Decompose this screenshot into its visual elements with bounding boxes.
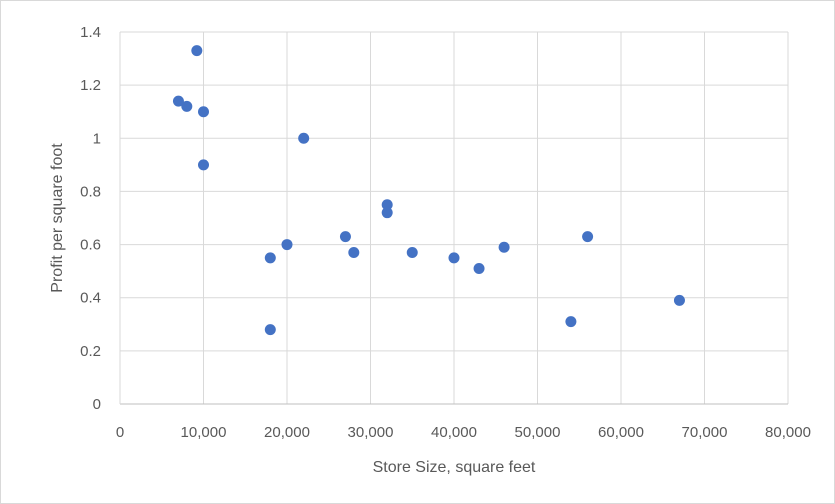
x-tick-label: 60,000 [598,424,644,441]
x-tick-label: 20,000 [264,424,310,441]
y-tick-label: 1.4 [80,24,101,41]
data-point [448,252,460,264]
data-points [172,45,685,336]
x-tick-label: 40,000 [431,424,477,441]
data-point [281,239,293,251]
x-axis-title: Store Size, square feet [373,459,536,476]
data-point [264,252,276,264]
data-point [298,132,310,144]
y-tick-label: 1.2 [80,77,101,94]
data-point [264,324,276,336]
gridlines [120,31,789,404]
x-tick-label: 70,000 [682,424,728,441]
data-point [181,100,193,112]
data-point [473,262,485,274]
y-tick-label: 0 [93,396,101,413]
data-point [565,316,577,328]
data-point [172,95,184,107]
data-point [348,247,360,259]
data-point [381,199,393,211]
y-axis-title: Profit per square foot [49,143,66,293]
y-tick-label: 0.6 [80,237,101,254]
data-point [198,159,209,171]
y-tick-label: 0.8 [80,183,101,200]
data-point [198,106,209,118]
y-tick-label: 0.4 [80,290,101,307]
data-point [339,231,351,243]
data-point [381,207,393,219]
x-tick-label: 30,000 [348,424,394,441]
data-point [498,241,510,253]
data-point [191,45,203,57]
data-point [582,231,594,243]
y-tick-label: 0.2 [80,343,101,360]
y-tick-label: 1 [93,130,101,147]
x-tick-label: 10,000 [181,424,227,441]
x-tick-label: 50,000 [515,424,561,441]
data-point [673,294,685,306]
x-tick-label: 0 [116,424,124,441]
tick-labels: 0 0.2 0.4 0.6 0.8 1 1.2 1.4 0 10,000 20,000 30,000 4… [80,24,811,441]
data-point [406,247,418,259]
x-tick-label: 80,000 [765,424,811,441]
axes [119,32,788,405]
